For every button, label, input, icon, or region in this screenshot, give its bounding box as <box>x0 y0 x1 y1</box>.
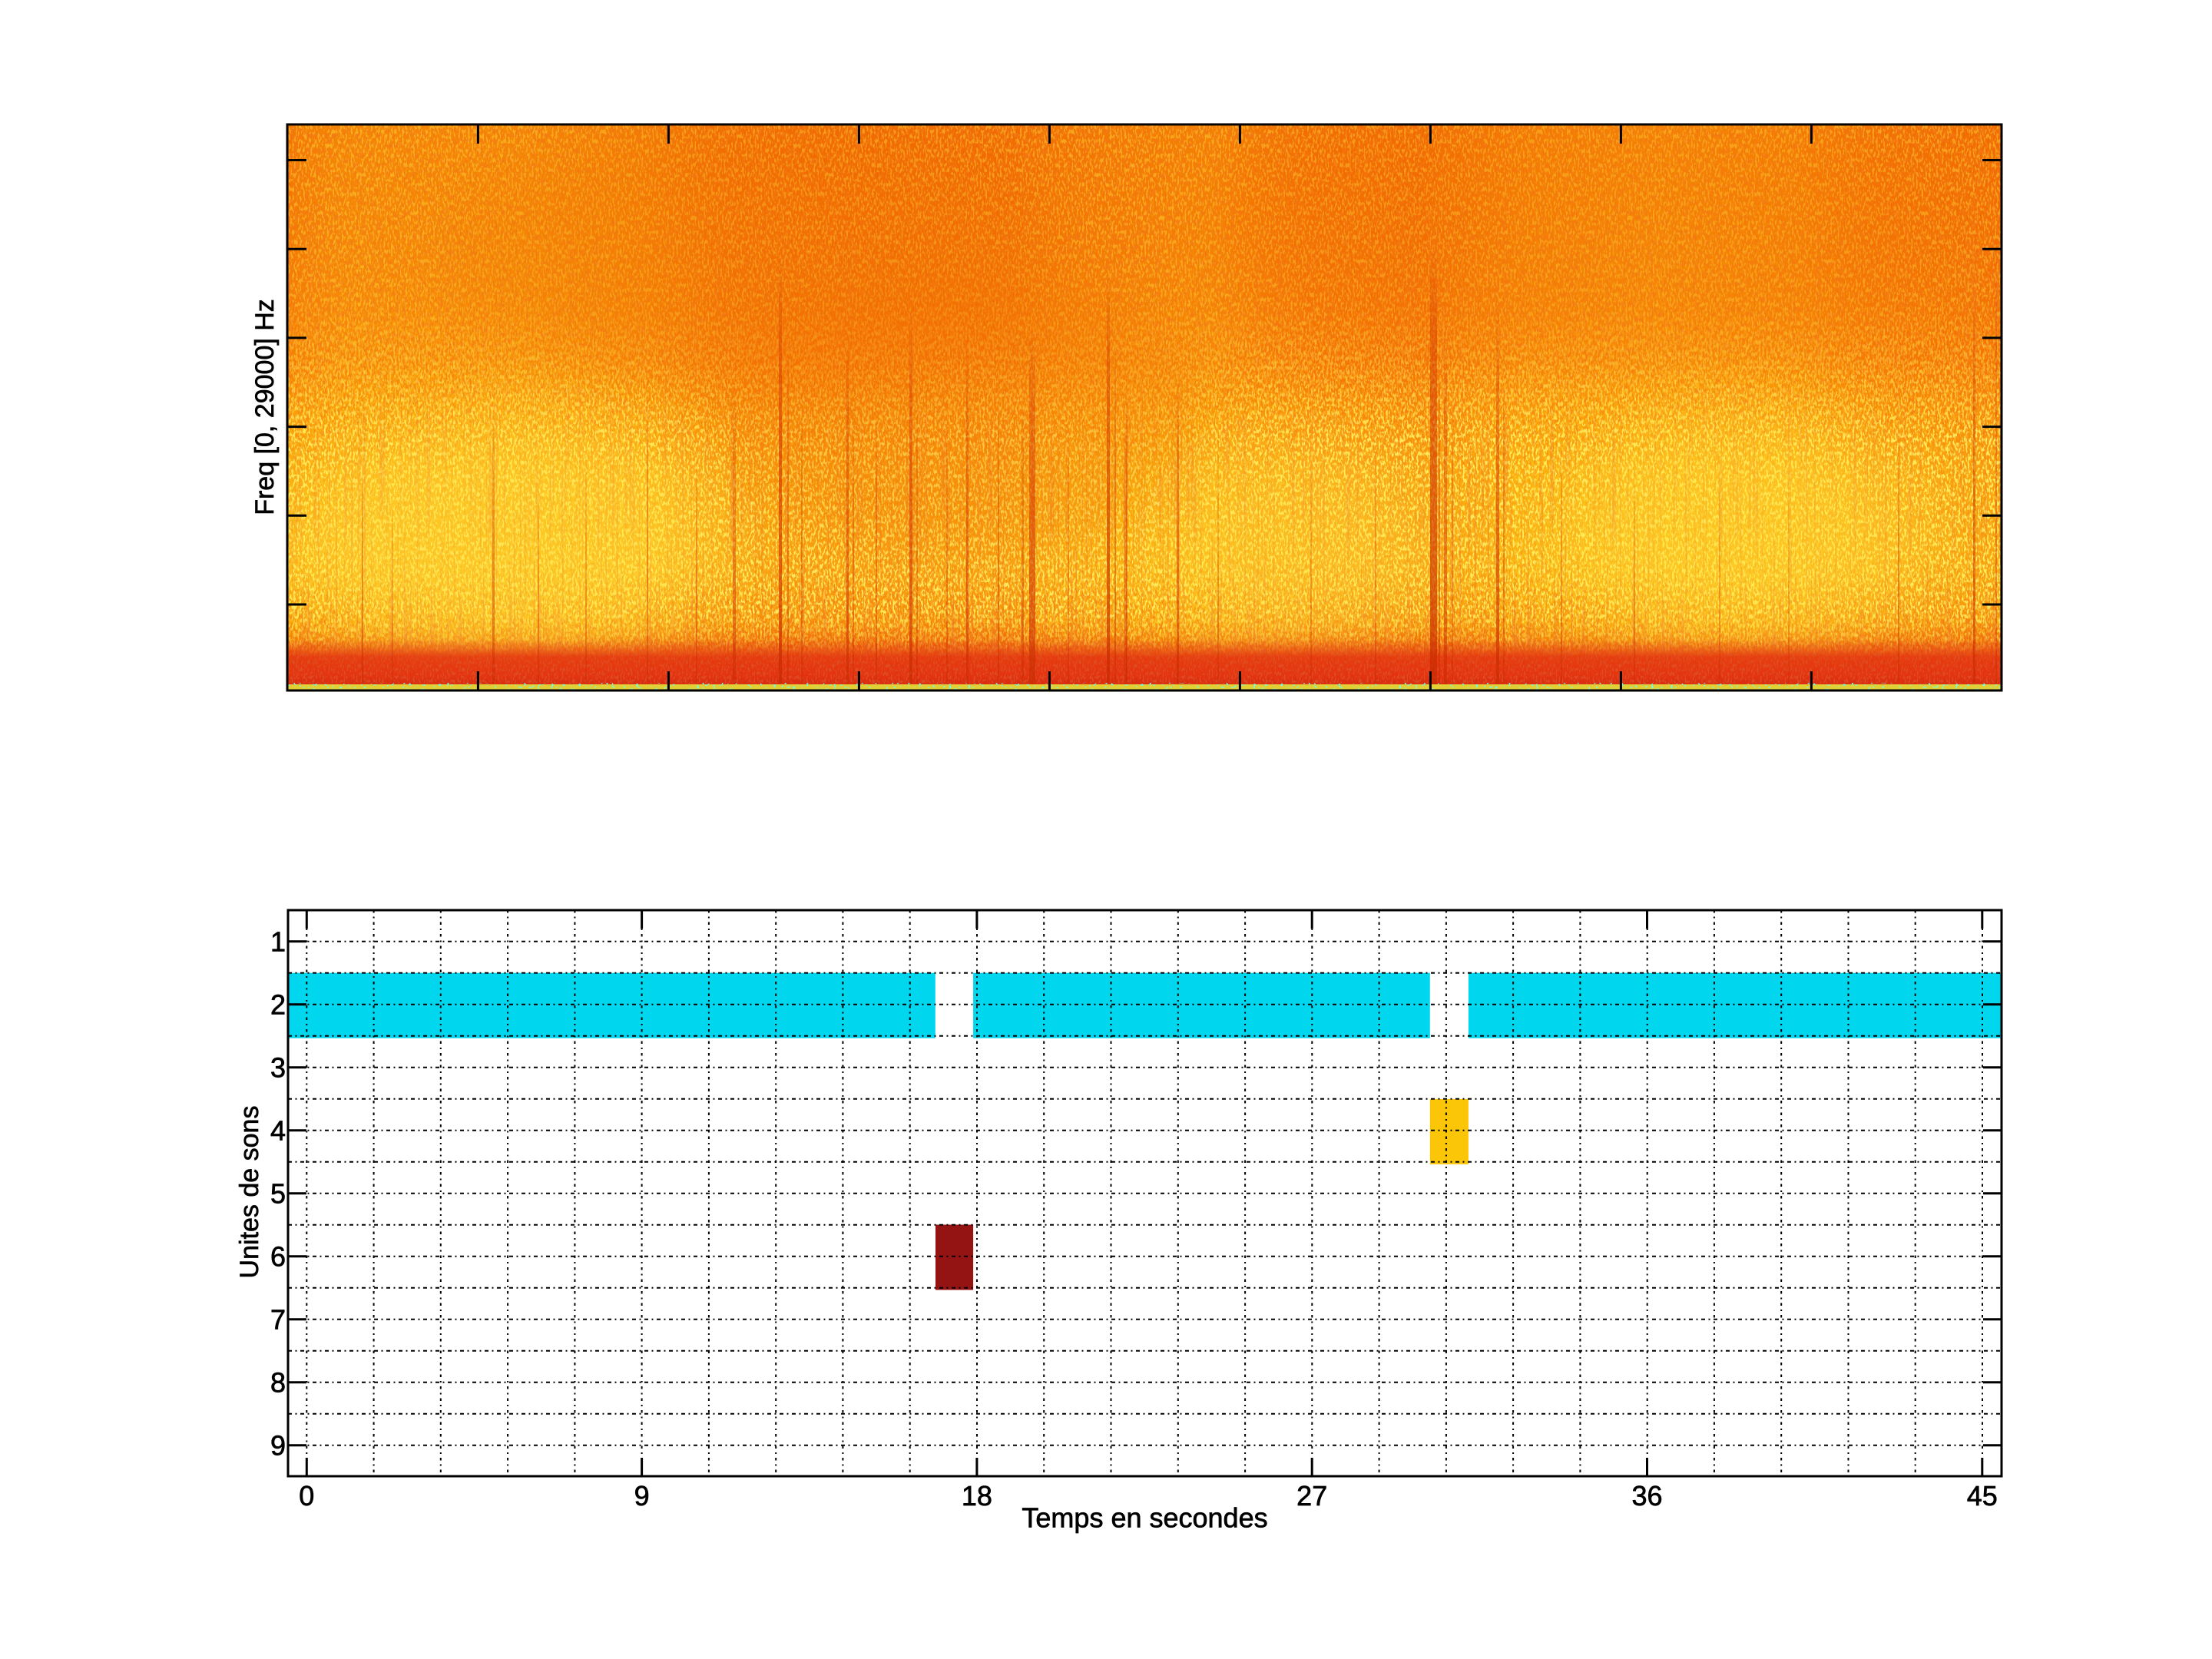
svg-text:4: 4 <box>270 1115 286 1147</box>
svg-text:5: 5 <box>270 1178 286 1210</box>
svg-text:Temps en secondes: Temps en secondes <box>1022 1502 1267 1534</box>
svg-text:1: 1 <box>270 926 286 958</box>
svg-text:27: 27 <box>1296 1480 1327 1512</box>
svg-text:45: 45 <box>1967 1480 1998 1512</box>
svg-text:7: 7 <box>270 1304 286 1336</box>
svg-text:18: 18 <box>962 1480 992 1512</box>
svg-text:8: 8 <box>270 1367 286 1399</box>
svg-text:Unites de sons: Unites de sons <box>235 1106 264 1279</box>
svg-text:9: 9 <box>270 1430 286 1462</box>
svg-text:6: 6 <box>270 1241 286 1273</box>
svg-text:3: 3 <box>270 1052 286 1084</box>
svg-text:0: 0 <box>299 1480 314 1512</box>
svg-text:2: 2 <box>270 989 286 1021</box>
svg-text:Freq [0, 29000] Hz: Freq [0, 29000] Hz <box>250 299 280 515</box>
svg-text:36: 36 <box>1631 1480 1662 1512</box>
svg-text:9: 9 <box>634 1480 650 1512</box>
